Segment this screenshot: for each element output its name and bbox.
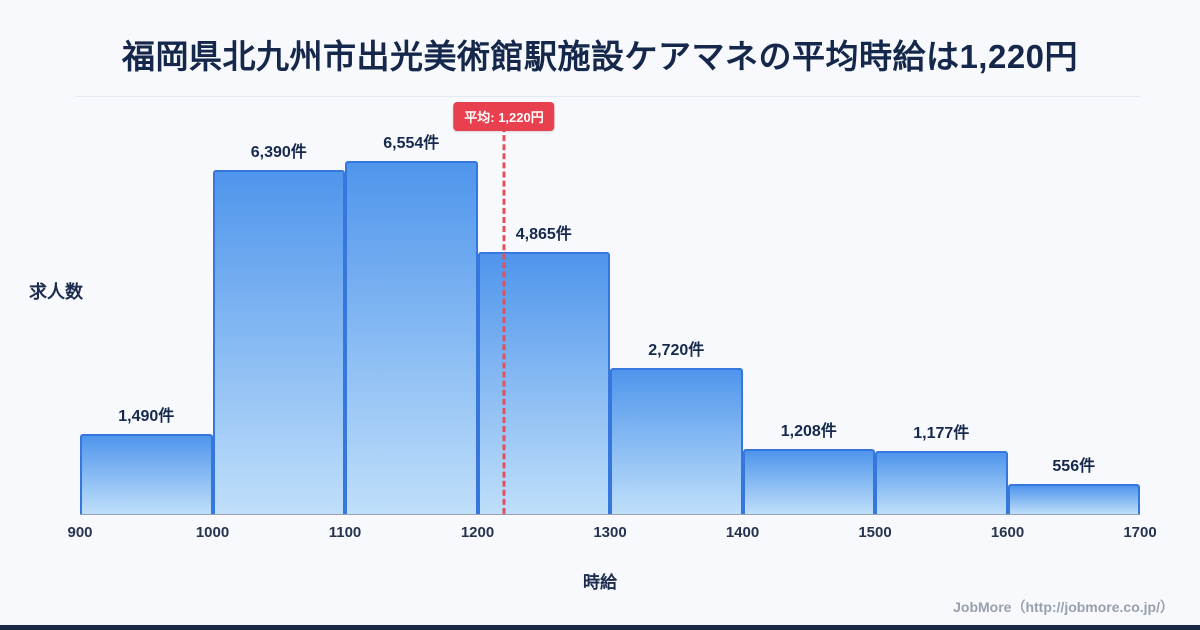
plot-area: 1,490件 6,390件 6,554件 4,865件 2,720件 1,208件 1,17… [80,102,1140,515]
bar-value-label: 6,390件 [250,144,307,161]
x-tick-label: 1300 [593,524,627,541]
y-axis-label: 求人数 [29,282,83,302]
bar-value-label: 1,490件 [118,408,175,425]
bar-cell: 1,490件 [80,110,213,514]
bar-cell: 6,554件 [345,110,478,514]
histogram-bar [742,449,875,514]
x-tick-label: 1200 [460,524,495,541]
footer-credit: JobMore（http://jobmore.co.jp/） [953,599,1174,615]
bar-cell: 1,177件 [875,110,1008,514]
x-tick-label: 900 [67,524,93,541]
bar-cell: 556件 [1007,110,1140,514]
average-line [502,126,506,514]
bar-cell: 1,208件 [742,110,875,514]
x-tick-label: 1700 [1123,524,1157,541]
bar-cell: 4,865件 [477,110,610,514]
x-tick-label: 1000 [195,524,230,541]
histogram-bar [610,368,743,514]
bar-cell: 2,720件 [610,110,743,514]
bar-cell: 6,390件 [212,110,345,514]
histogram-bar [212,170,345,514]
bottom-bar [0,625,1200,630]
histogram-bar [345,161,478,514]
bar-value-label: 6,554件 [383,135,440,152]
x-tick-label: 1100 [328,524,362,541]
bar-value-label: 1,177件 [913,425,970,442]
x-axis-label: 時給 [583,573,617,592]
histogram-bar [1007,484,1140,514]
bars: 1,490件 6,390件 6,554件 4,865件 2,720件 1,208件 1,17… [80,110,1140,514]
average-badge: 平均: 1,220円 [453,102,555,131]
bar-value-label: 556件 [1052,458,1096,475]
bar-value-label: 4,865件 [515,226,572,243]
title-divider [75,96,1140,97]
x-tick-label: 1500 [858,524,892,541]
histogram-bar [875,451,1008,514]
histogram-bar [477,252,610,514]
bar-value-label: 1,208件 [780,423,837,440]
histogram-bar [80,434,213,514]
chart-title: 福岡県北九州市出光美術館駅施設ケアマネの平均時給は1,220円 [121,38,1079,75]
bar-value-label: 2,720件 [648,342,705,359]
x-tick-label: 1600 [990,524,1025,541]
x-ticks: 900 1000 1100 1200 1300 1400 1500 1600 1700 [67,524,1156,546]
x-tick-label: 1400 [725,524,760,541]
